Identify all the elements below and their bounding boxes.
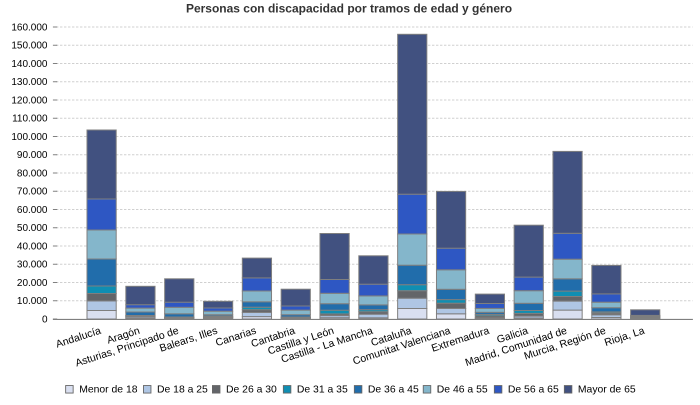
svg-text:160.000: 160.000 bbox=[11, 22, 48, 33]
svg-text:90.000: 90.000 bbox=[17, 150, 48, 161]
svg-text:140.000: 140.000 bbox=[11, 59, 48, 70]
svg-text:Menor de 18: Menor de 18 bbox=[79, 384, 138, 395]
svg-text:De 36 a 45: De 36 a 45 bbox=[368, 384, 419, 395]
svg-text:10.000: 10.000 bbox=[17, 296, 48, 307]
svg-text:110.000: 110.000 bbox=[12, 114, 48, 125]
svg-text:De 31 a 35: De 31 a 35 bbox=[297, 384, 348, 395]
svg-text:De 56 a 65: De 56 a 65 bbox=[508, 384, 559, 395]
svg-text:De 46 a 55: De 46 a 55 bbox=[437, 384, 488, 395]
svg-text:60.000: 60.000 bbox=[17, 205, 48, 216]
svg-text:80.000: 80.000 bbox=[17, 168, 48, 179]
svg-text:0: 0 bbox=[42, 314, 48, 325]
svg-text:150.000: 150.000 bbox=[11, 41, 48, 52]
svg-text:100.000: 100.000 bbox=[11, 132, 48, 143]
svg-text:50.000: 50.000 bbox=[17, 223, 48, 234]
svg-text:De 26 a 30: De 26 a 30 bbox=[226, 384, 277, 395]
svg-text:130.000: 130.000 bbox=[11, 77, 48, 88]
svg-text:30.000: 30.000 bbox=[17, 260, 48, 271]
svg-text:70.000: 70.000 bbox=[17, 187, 48, 198]
svg-text:Personas con discapacidad por: Personas con discapacidad por tramos de … bbox=[186, 2, 512, 16]
svg-text:20.000: 20.000 bbox=[17, 278, 48, 289]
svg-text:120.000: 120.000 bbox=[11, 95, 48, 106]
svg-text:Mayor de 65: Mayor de 65 bbox=[578, 384, 636, 395]
svg-text:40.000: 40.000 bbox=[17, 241, 48, 252]
svg-text:De 18 a 25: De 18 a 25 bbox=[157, 384, 208, 395]
